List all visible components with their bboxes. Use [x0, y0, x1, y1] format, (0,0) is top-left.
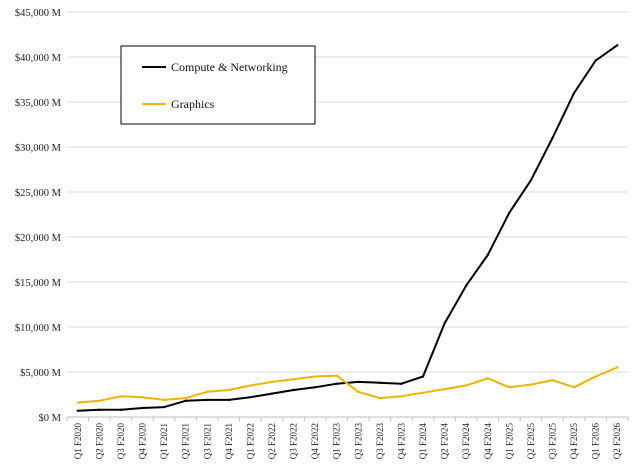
data-point [227, 388, 231, 392]
x-tick-label: Q4 F2022 [310, 423, 320, 459]
data-point [572, 386, 576, 389]
x-tick-label: Q1 F2021 [159, 423, 169, 459]
x-tick-label: Q3 F2021 [202, 423, 212, 459]
data-point [508, 386, 511, 389]
data-point [227, 398, 231, 402]
series-line-1 [76, 366, 619, 404]
y-tick-label: $40,000 M [15, 53, 62, 64]
x-tick-label: Q1 F2026 [591, 423, 601, 460]
data-point [335, 382, 338, 385]
x-tick-label: Q3 F2023 [375, 423, 385, 460]
legend-label: Graphics [171, 97, 215, 111]
y-tick-label: $45,000 M [15, 8, 62, 19]
x-tick-labels: Q1 F2020 Q2 F2020 Q3 F2020 Q4 F2020 Q1 F2021… [73, 423, 622, 460]
data-point [292, 388, 295, 392]
data-point [76, 409, 79, 412]
data-point [313, 375, 317, 378]
x-tick-label: Q2 F2022 [267, 423, 277, 459]
x-tick-label: Q3 F2020 [116, 423, 126, 460]
data-point [551, 378, 554, 382]
legend-box [120, 45, 316, 125]
x-tick-label: Q1 F2025 [504, 423, 514, 460]
x-tick-label: Q4 F2021 [224, 423, 234, 459]
data-point [184, 396, 187, 400]
data-point [529, 179, 533, 182]
x-tick-label: Q1 F2020 [73, 423, 83, 460]
data-point [270, 380, 274, 384]
y-tick-label: $25,000 M [15, 188, 62, 199]
data-point [443, 322, 446, 325]
data-point [400, 382, 403, 385]
x-tick-label: Q3 F2025 [547, 423, 557, 460]
data-point [249, 384, 252, 387]
y-tick-label: $20,000 M [15, 233, 62, 244]
data-point [162, 398, 166, 402]
y-tick-labels: $0 M $5,000 M $10,000 M $15,000 M $20,000 M $… [15, 8, 62, 424]
data-point [486, 377, 489, 380]
x-tick-label: Q2 F2024 [440, 423, 450, 460]
x-tick-label: Q2 F2026 [612, 423, 622, 460]
series-lines [76, 44, 619, 412]
axes [66, 416, 629, 421]
data-point [594, 59, 597, 62]
data-point [270, 392, 274, 395]
x-tick-label: Q4 F2025 [569, 423, 579, 460]
data-point [313, 386, 317, 389]
x-tick-label: Q4 F2020 [138, 423, 148, 460]
data-point [508, 211, 511, 214]
x-tick-label: Q4 F2024 [483, 423, 493, 460]
data-point [616, 44, 619, 47]
data-point [464, 384, 468, 387]
data-point [141, 406, 144, 410]
data-point [443, 387, 446, 391]
data-point [184, 399, 187, 402]
x-tick-label: Q1 F2024 [418, 423, 428, 460]
data-point [249, 396, 252, 399]
data-point [421, 391, 425, 394]
x-tick-label: Q2 F2025 [526, 423, 536, 460]
y-tick-label: $0 M [39, 413, 62, 424]
y-tick-label: $15,000 M [15, 278, 62, 289]
data-point [529, 383, 533, 386]
x-tick-label: Q1 F2022 [245, 423, 255, 459]
data-point [335, 374, 338, 377]
data-point [206, 398, 209, 402]
x-tick-label: Q2 F2023 [353, 423, 363, 460]
data-point [486, 253, 489, 257]
data-point [292, 378, 295, 381]
data-point [378, 381, 382, 384]
y-tick-label: $10,000 M [15, 323, 62, 334]
data-point [378, 396, 382, 400]
data-point [141, 396, 144, 399]
data-point [421, 375, 425, 378]
data-point [551, 136, 554, 140]
x-tick-label: Q3 F2024 [461, 423, 471, 460]
data-point [572, 91, 576, 95]
data-point [98, 399, 101, 402]
y-tick-label: $5,000 M [20, 368, 62, 379]
legend-label: Compute & Networking [171, 60, 288, 74]
data-point [400, 395, 403, 398]
x-tick-label: Q3 F2022 [289, 423, 299, 459]
data-point [594, 375, 597, 378]
y-tick-label: $35,000 M [15, 98, 62, 109]
y-tick-label: $30,000 M [15, 143, 62, 154]
data-point [98, 408, 101, 411]
legend: Compute & Networking Graphics [120, 45, 316, 125]
data-point [162, 405, 166, 409]
x-tick-label: Q2 F2020 [94, 423, 104, 460]
data-point [206, 390, 209, 393]
data-point [119, 395, 123, 398]
data-point [76, 401, 79, 404]
data-point [464, 284, 468, 287]
x-tick-label: Q2 F2021 [181, 423, 191, 459]
data-point [357, 380, 360, 384]
x-tick-label: Q1 F2023 [332, 423, 342, 460]
data-point [357, 390, 360, 393]
x-tick-label: Q4 F2023 [396, 423, 406, 460]
data-point [616, 366, 619, 369]
data-point [119, 408, 123, 411]
